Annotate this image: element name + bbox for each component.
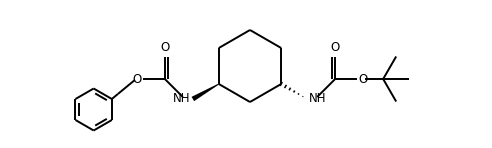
Text: O: O xyxy=(358,73,368,86)
Text: O: O xyxy=(331,41,340,54)
Text: NH: NH xyxy=(309,91,327,104)
Text: O: O xyxy=(132,73,142,86)
Text: NH: NH xyxy=(173,91,191,104)
Polygon shape xyxy=(191,84,219,101)
Text: O: O xyxy=(160,41,169,54)
